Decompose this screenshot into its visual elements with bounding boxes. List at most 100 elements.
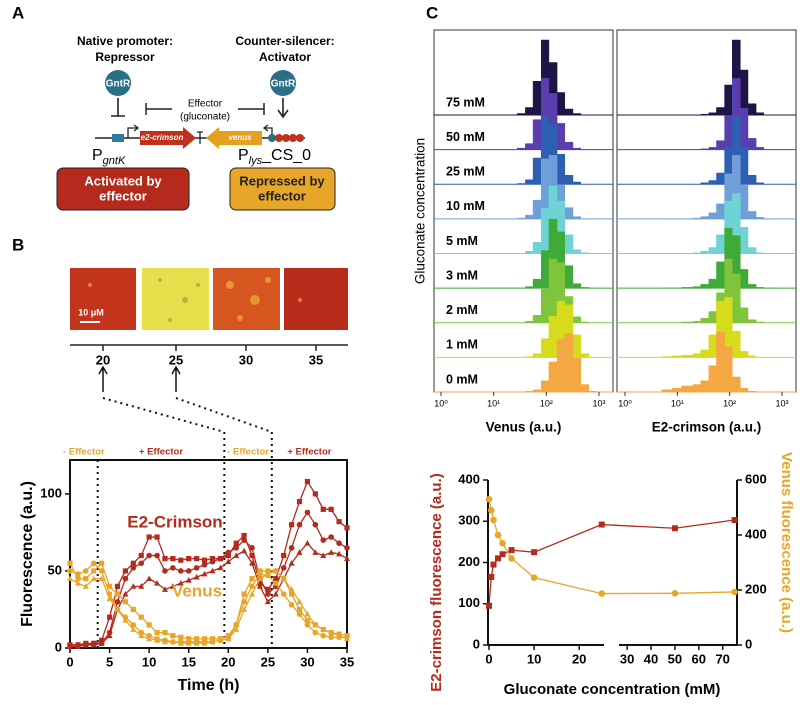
connector (102, 397, 225, 433)
point (146, 622, 152, 628)
point (225, 635, 232, 642)
panel-label: B (12, 235, 24, 254)
arrow (171, 365, 181, 392)
point (185, 568, 192, 574)
x-tick-label: 30 (300, 654, 314, 669)
point (320, 537, 327, 543)
point (233, 626, 240, 632)
point (328, 634, 334, 641)
outcome-text: effector (258, 188, 306, 203)
point (241, 532, 247, 539)
x-tick-label: 30 (620, 651, 634, 666)
x-tick-label: 0 (485, 651, 492, 666)
activate-arrow (277, 98, 289, 119)
point (328, 506, 334, 512)
point (731, 517, 738, 524)
x-tick-label: 10⁰ (618, 398, 632, 408)
point (146, 534, 152, 540)
point (162, 556, 168, 562)
point (336, 632, 343, 639)
point (225, 558, 232, 565)
x-tick-label: 10 (142, 654, 156, 669)
series-label: Venus (172, 581, 222, 600)
point (336, 550, 343, 557)
point (185, 576, 192, 583)
point (241, 598, 247, 605)
point (67, 575, 73, 582)
point (90, 575, 97, 582)
point (280, 575, 287, 582)
point (138, 632, 145, 639)
point (130, 606, 136, 613)
point (264, 570, 271, 577)
x-tick-label: 20 (221, 654, 235, 669)
outcome-text: Repressed by (239, 173, 325, 188)
point (106, 583, 113, 589)
point (273, 576, 279, 582)
x-tick-label: 20 (572, 651, 586, 666)
point (344, 555, 350, 562)
point (499, 551, 506, 558)
point (75, 576, 81, 582)
y2-tick-label: 0 (745, 636, 752, 651)
point (209, 567, 216, 574)
series-line (70, 542, 348, 648)
point (194, 636, 200, 642)
point (304, 540, 311, 546)
x-axis-title: Time (h) (178, 677, 240, 694)
point (304, 478, 311, 485)
effector-label: Effector (188, 99, 223, 110)
series-line (488, 499, 735, 595)
point (154, 552, 160, 559)
point (249, 545, 255, 551)
point (249, 590, 256, 597)
annotation: - Effector (63, 447, 105, 458)
point (289, 522, 295, 528)
point (494, 531, 502, 539)
point (671, 525, 678, 532)
micrographs: 10 μM (70, 268, 348, 346)
point (598, 590, 606, 597)
histogram-chart: 75 mM 50 mM 25 mM 10 mM 5 mM 3 mM 2 mM 1 mM 0 mM… (413, 29, 797, 435)
point (83, 576, 89, 582)
point (138, 560, 145, 567)
point (272, 567, 279, 574)
condition-label: 75 mM (446, 95, 485, 109)
y-axis-title: Fluorescence (a.u.) (19, 481, 36, 627)
panel-label: C (426, 3, 438, 22)
micrograph-texture (88, 277, 302, 321)
point (486, 602, 492, 609)
point (241, 606, 248, 612)
point (98, 575, 105, 582)
histogram (661, 116, 780, 185)
point (272, 580, 279, 587)
operator (112, 134, 124, 142)
point (83, 568, 89, 574)
point (90, 641, 97, 648)
series-line (488, 519, 735, 606)
point (122, 575, 129, 582)
point (162, 568, 168, 574)
point (257, 568, 263, 574)
x-tick-label: 70 (715, 651, 729, 666)
point (130, 626, 137, 632)
x-axis-title: Gluconate concentration (mM) (504, 681, 721, 698)
point (731, 588, 738, 596)
condition-label: 5 mM (446, 234, 478, 248)
panel-label: A (12, 3, 24, 22)
y2-tick-label: 400 (745, 526, 767, 541)
protein-label: GntR (106, 79, 131, 90)
point (312, 549, 319, 555)
point (280, 565, 287, 571)
point (485, 495, 493, 503)
point (114, 598, 121, 605)
point (130, 565, 137, 571)
point (186, 556, 192, 562)
gene-arrow (206, 127, 262, 149)
point (530, 574, 538, 581)
point (201, 570, 208, 577)
point (490, 516, 497, 524)
point (265, 591, 271, 597)
point (178, 634, 184, 640)
outcome-text: effector (99, 188, 147, 203)
